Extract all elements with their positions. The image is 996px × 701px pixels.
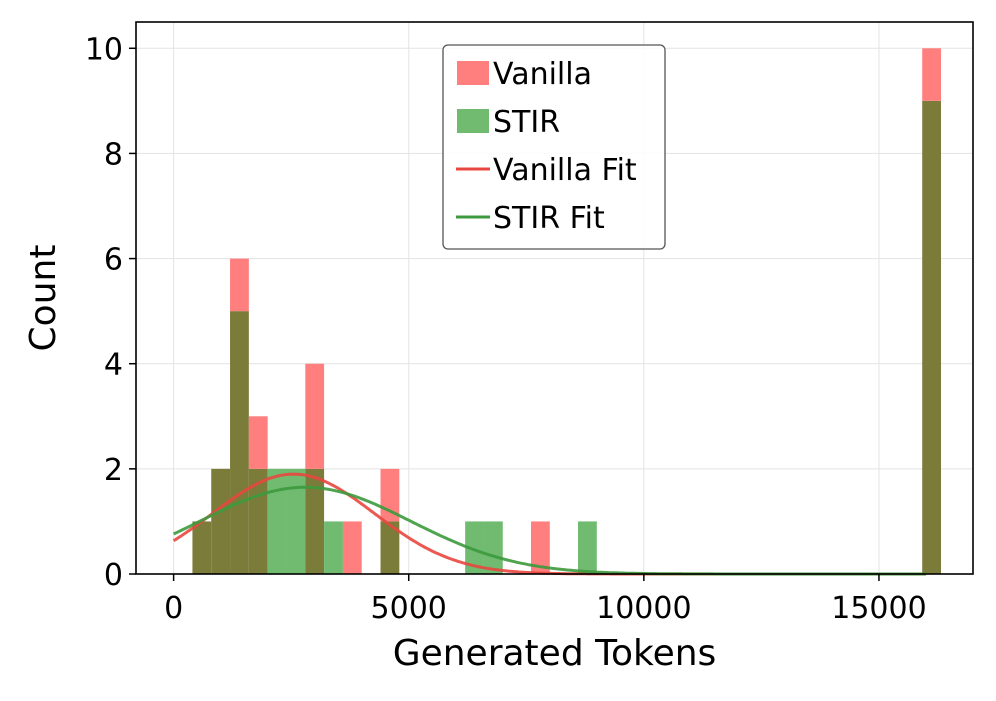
- y-tick-label: 8: [104, 137, 123, 172]
- bar-overlap: [192, 521, 212, 574]
- bar-vanilla: [342, 521, 362, 574]
- bar-stir: [286, 468, 306, 574]
- bar-overlap: [922, 100, 942, 574]
- bar-overlap: [305, 468, 325, 574]
- bar-stir: [324, 521, 343, 574]
- x-tick-label: 10000: [596, 591, 691, 626]
- x-tick-label: 0: [164, 591, 183, 626]
- bar-overlap: [380, 521, 400, 574]
- y-tick-label: 0: [104, 558, 123, 593]
- legend-label-vanilla-fit: Vanilla Fit: [493, 153, 637, 188]
- y-tick-label: 2: [104, 453, 123, 488]
- bar-vanilla: [305, 363, 325, 469]
- bar-stir: [483, 521, 503, 574]
- bar-vanilla: [922, 48, 942, 101]
- legend-label-stir-fit: STIR Fit: [493, 201, 605, 236]
- bar-overlap: [230, 311, 249, 574]
- x-axis-label: Generated Tokens: [393, 633, 717, 674]
- y-tick-label: 10: [85, 32, 123, 67]
- legend: Vanilla STIR Vanilla Fit STIR Fit: [442, 44, 666, 250]
- bar-vanilla: [530, 521, 550, 574]
- bar-stir: [267, 468, 287, 574]
- legend-swatch-stir: [457, 109, 489, 133]
- legend-box: [442, 44, 666, 250]
- bar-stir: [465, 521, 484, 574]
- y-tick-label: 4: [104, 348, 123, 383]
- bar-vanilla: [248, 416, 268, 469]
- bar-vanilla: [230, 258, 249, 312]
- legend-label-vanilla: Vanilla: [493, 57, 592, 92]
- y-axis-label: Count: [23, 245, 64, 352]
- histogram-bars: [192, 48, 942, 574]
- plot-frame: [135, 21, 974, 575]
- bar-overlap: [211, 468, 231, 574]
- x-tick-label: 5000: [371, 591, 447, 626]
- x-tick-label: 15000: [831, 591, 926, 626]
- axis-ticks: 0 5000 10000 15000 0 2 4 6 8 10: [85, 32, 927, 626]
- legend-label-stir: STIR: [493, 105, 560, 140]
- bar-stir: [578, 521, 597, 574]
- y-tick-label: 6: [104, 243, 123, 278]
- legend-swatch-vanilla: [457, 61, 489, 85]
